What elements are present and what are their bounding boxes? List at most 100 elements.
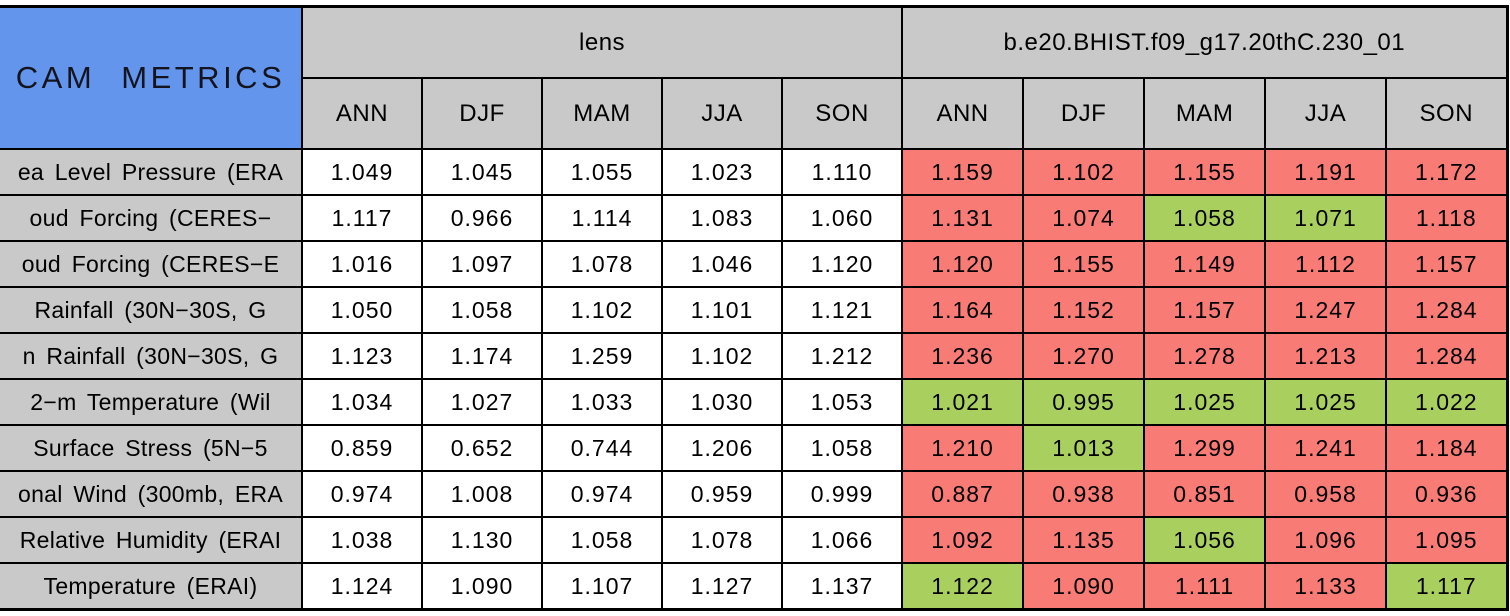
case-value: 1.090 [1022, 562, 1146, 611]
lens-value: 1.097 [421, 240, 543, 288]
table-row: onal Wind (300mb, ERA 0.974 1.008 0.974 … [0, 470, 1509, 518]
lens-value: 1.110 [780, 148, 904, 196]
lens-value: 1.046 [661, 240, 783, 288]
lens-value: 0.974 [301, 470, 423, 518]
season-header-lens-djf: DJF [421, 77, 543, 150]
lens-value: 1.120 [780, 240, 904, 288]
lens-value: 1.206 [661, 424, 783, 472]
case-value: 1.149 [1143, 240, 1267, 288]
lens-value: 1.060 [780, 194, 904, 242]
group-header-case: b.e20.BHIST.f09_g17.20thC.230_01 [901, 5, 1509, 79]
lens-value: 1.008 [421, 470, 543, 518]
lens-value: 1.078 [661, 516, 783, 564]
lens-value: 1.058 [780, 424, 904, 472]
lens-value: 1.102 [661, 332, 783, 380]
case-value: 1.133 [1264, 562, 1388, 611]
lens-value: 1.117 [301, 194, 423, 242]
case-value: 1.278 [1143, 332, 1267, 380]
row-label: Temperature (ERAI) [0, 562, 303, 611]
case-value: 1.270 [1022, 332, 1146, 380]
row-label: ea Level Pressure (ERA [0, 148, 303, 196]
lens-value: 1.038 [301, 516, 423, 564]
table-row: 2−m Temperature (Wil 1.034 1.027 1.033 1… [0, 378, 1509, 426]
case-value: 1.092 [901, 516, 1025, 564]
row-label: 2−m Temperature (Wil [0, 378, 303, 426]
case-value: 1.157 [1143, 286, 1267, 334]
case-value: 1.025 [1143, 378, 1267, 426]
lens-value: 1.053 [780, 378, 904, 426]
case-value: 1.155 [1143, 148, 1267, 196]
case-value: 1.111 [1143, 562, 1267, 611]
lens-value: 1.114 [541, 194, 663, 242]
case-value: 0.851 [1143, 470, 1267, 518]
table-title: CAM METRICS [0, 5, 303, 150]
case-value: 0.938 [1022, 470, 1146, 518]
case-value: 1.247 [1264, 286, 1388, 334]
case-value: 1.022 [1385, 378, 1509, 426]
case-value: 1.157 [1385, 240, 1509, 288]
lens-value: 1.130 [421, 516, 543, 564]
lens-value: 1.137 [780, 562, 904, 611]
row-label: Surface Stress (5N−5 [0, 424, 303, 472]
case-value: 1.058 [1143, 194, 1267, 242]
group-header-lens: lens [300, 5, 904, 79]
case-value: 0.995 [1022, 378, 1146, 426]
season-header-lens-son: SON [780, 77, 904, 150]
lens-value: 1.023 [661, 148, 783, 196]
case-value: 1.112 [1264, 240, 1388, 288]
case-value: 1.155 [1022, 240, 1146, 288]
lens-value: 1.050 [301, 286, 423, 334]
table-row: oud Forcing (CERES−E 1.016 1.097 1.078 1… [0, 240, 1509, 288]
case-value: 1.071 [1264, 194, 1388, 242]
lens-value: 1.127 [661, 562, 783, 611]
lens-value: 0.966 [421, 194, 543, 242]
row-label: onal Wind (300mb, ERA [0, 470, 303, 518]
lens-value: 0.652 [421, 424, 543, 472]
case-value: 1.159 [901, 148, 1025, 196]
case-value: 1.172 [1385, 148, 1509, 196]
case-value: 1.135 [1022, 516, 1146, 564]
lens-value: 1.030 [661, 378, 783, 426]
case-value: 0.887 [901, 470, 1025, 518]
lens-value: 1.058 [541, 516, 663, 564]
case-value: 1.152 [1022, 286, 1146, 334]
lens-value: 1.016 [301, 240, 423, 288]
lens-value: 1.034 [301, 378, 423, 426]
lens-value: 1.066 [780, 516, 904, 564]
case-value: 1.213 [1264, 332, 1388, 380]
lens-value: 1.027 [421, 378, 543, 426]
case-value: 1.191 [1264, 148, 1388, 196]
table-row: ea Level Pressure (ERA 1.049 1.045 1.055… [0, 148, 1509, 196]
row-label: Relative Humidity (ERAI [0, 516, 303, 564]
lens-value: 1.101 [661, 286, 783, 334]
case-value: 1.184 [1385, 424, 1509, 472]
lens-value: 1.121 [780, 286, 904, 334]
case-value: 1.122 [901, 562, 1025, 611]
case-value: 1.074 [1022, 194, 1146, 242]
case-value: 0.958 [1264, 470, 1388, 518]
case-value: 1.118 [1385, 194, 1509, 242]
lens-value: 1.058 [421, 286, 543, 334]
case-value: 1.095 [1385, 516, 1509, 564]
lens-value: 1.049 [301, 148, 423, 196]
case-value: 1.164 [901, 286, 1025, 334]
season-header-case-son: SON [1385, 77, 1509, 150]
lens-value: 0.959 [661, 470, 783, 518]
case-value: 1.241 [1264, 424, 1388, 472]
season-header-case-jja: JJA [1264, 77, 1388, 150]
lens-value: 0.999 [780, 470, 904, 518]
case-value: 1.284 [1385, 332, 1509, 380]
case-value: 1.013 [1022, 424, 1146, 472]
season-header-case-mam: MAM [1143, 77, 1267, 150]
row-label: oud Forcing (CERES− [0, 194, 303, 242]
lens-value: 1.174 [421, 332, 543, 380]
table-row: oud Forcing (CERES− 1.117 0.966 1.114 1.… [0, 194, 1509, 242]
lens-value: 0.859 [301, 424, 423, 472]
case-value: 0.936 [1385, 470, 1509, 518]
case-value: 1.025 [1264, 378, 1388, 426]
table-row: Rainfall (30N−30S, G 1.050 1.058 1.102 1… [0, 286, 1509, 334]
table-row: Temperature (ERAI) 1.124 1.090 1.107 1.1… [0, 562, 1509, 611]
lens-value: 1.033 [541, 378, 663, 426]
table-row: Relative Humidity (ERAI 1.038 1.130 1.05… [0, 516, 1509, 564]
lens-value: 1.259 [541, 332, 663, 380]
